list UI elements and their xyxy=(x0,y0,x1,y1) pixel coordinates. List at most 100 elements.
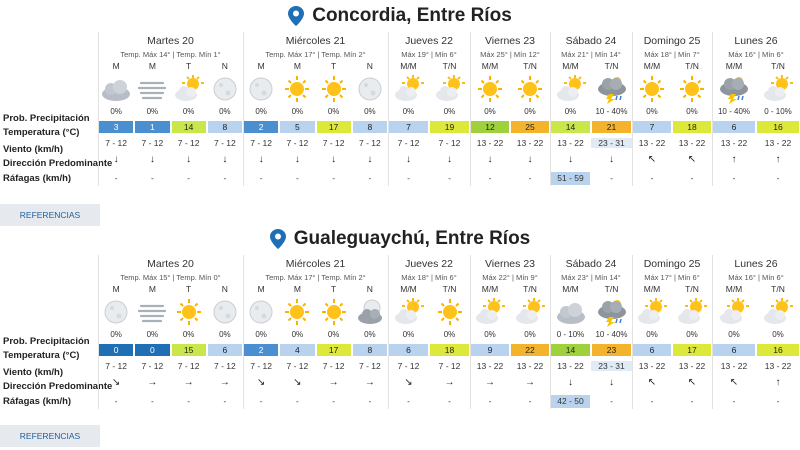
period-label: M xyxy=(148,284,156,294)
temperature-cell: 16 xyxy=(757,121,799,133)
wind-speed: 7 - 12 xyxy=(397,138,420,148)
period-label: M/M xyxy=(481,284,499,294)
day-separator xyxy=(243,32,244,186)
sun-cloud-icon xyxy=(392,74,426,104)
wind-direction-arrow-icon: ↓ xyxy=(367,154,373,165)
storm-icon xyxy=(717,74,751,104)
city-title: Gualeguaychú, Entre Ríos xyxy=(0,225,800,253)
moon-icon xyxy=(99,297,133,327)
wind-direction-arrow-icon: ↓ xyxy=(568,377,573,388)
sun-cloud-icon xyxy=(433,74,467,104)
wind-gust: - xyxy=(690,396,694,406)
sun-cloud-icon xyxy=(392,297,426,327)
wind-direction-arrow-icon: ↓ xyxy=(294,154,300,165)
precip-probability: 0% xyxy=(728,330,740,339)
period-label: T xyxy=(331,61,337,71)
wind-gust: - xyxy=(259,173,263,183)
references-button[interactable]: REFERENCIAS xyxy=(0,204,100,226)
temperature-cell: 14 xyxy=(551,344,590,356)
period-label: M xyxy=(257,284,265,294)
sun-icon xyxy=(473,74,507,104)
wind-speed: 13 - 22 xyxy=(638,138,666,148)
period-label: T/N xyxy=(523,61,537,71)
precip-probability: 0% xyxy=(219,107,231,116)
temperature-cell: 7 xyxy=(389,121,428,133)
fog-icon xyxy=(135,297,169,327)
sun-icon xyxy=(433,297,467,327)
period-label: N xyxy=(221,61,228,71)
precip-probability: 0% xyxy=(182,107,195,116)
wind-gust: - xyxy=(650,173,654,183)
wind-speed: 13 - 22 xyxy=(720,361,748,371)
precip-probability: 0% xyxy=(255,107,267,116)
gusts-row-label: Ráfagas (km/h) xyxy=(3,396,72,407)
wind-speed: 13 - 22 xyxy=(557,361,584,371)
wind-gust: - xyxy=(528,173,532,183)
wind-direction-arrow-icon: ↓ xyxy=(222,154,228,165)
wind-direction-arrow-icon: ↓ xyxy=(113,154,119,165)
wind-speed: 7 - 12 xyxy=(322,138,345,148)
period-label: M/M xyxy=(643,284,661,294)
wind-direction-arrow-icon: → xyxy=(219,377,230,388)
wind-gust: - xyxy=(114,396,118,406)
wind-gust: - xyxy=(223,396,227,406)
wind-speed: 23 - 31 xyxy=(591,138,632,148)
temperature-cell: 1 xyxy=(135,121,170,133)
wind-direction-arrow-icon: → xyxy=(485,377,495,388)
wind-gust: 51 - 59 xyxy=(551,172,590,185)
wind-direction-arrow-icon: ↘ xyxy=(111,377,121,388)
period-label: M xyxy=(112,61,120,71)
references-button[interactable]: REFERENCIAS xyxy=(0,425,100,447)
precip-probability: 0% xyxy=(484,107,496,116)
period-label: T/N xyxy=(442,61,457,71)
sun-icon xyxy=(675,74,709,104)
wind-direction-arrow-icon: → xyxy=(328,377,339,388)
temperature-cell: 8 xyxy=(352,344,387,356)
temperature-cell: 23 xyxy=(592,344,631,356)
precip-probability: 0% xyxy=(772,330,784,339)
day-temps: Máx 18° | Mín 6° xyxy=(401,273,457,282)
storm-icon xyxy=(595,297,629,327)
temperature-cell: 18 xyxy=(673,121,711,133)
location-pin-icon xyxy=(288,6,305,26)
precip-probability: 0% xyxy=(402,330,415,339)
wind-gust: - xyxy=(488,396,492,406)
precip-probability: 0% xyxy=(646,330,658,339)
precip-probability: 0% xyxy=(110,107,122,116)
wind-direction-arrow-icon: → xyxy=(183,377,194,388)
period-label: T xyxy=(331,284,337,294)
sun-icon xyxy=(317,297,351,327)
wind-direction-arrow-icon: ↑ xyxy=(775,154,781,165)
temperature-cell: 17 xyxy=(316,344,351,356)
wind-speed: 7 - 12 xyxy=(250,361,272,371)
period-label: T xyxy=(186,284,192,294)
wind-gust: - xyxy=(732,173,736,183)
sun-cloud-icon xyxy=(675,297,709,327)
period-label: M xyxy=(112,284,120,294)
moon-icon xyxy=(208,297,242,327)
day-temps: Temp. Máx 14° | Temp. Mín 1° xyxy=(120,50,221,59)
wind-speed: 23 - 31 xyxy=(591,361,632,371)
temperature-cell: 5 xyxy=(280,121,315,133)
wind-gust: - xyxy=(407,173,410,183)
temperature-cell: 6 xyxy=(389,344,428,356)
temperature-cell: 4 xyxy=(280,344,315,356)
wind-gust: 42 - 50 xyxy=(551,395,590,408)
day-temps: Máx 21° | Mín 14° xyxy=(561,50,621,59)
wind-gust: - xyxy=(259,396,263,406)
day-temps: Máx 23° | Mín 14° xyxy=(561,273,621,282)
temperature-cell: 0 xyxy=(135,344,170,356)
wind-direction-arrow-icon: ↖ xyxy=(729,377,739,388)
day-separator xyxy=(243,255,244,409)
wind-direction-arrow-icon: ↓ xyxy=(149,154,155,165)
cloudy-icon xyxy=(99,74,133,104)
precip-row-label: Prob. Precipitación xyxy=(3,113,90,124)
precip-probability: 0% xyxy=(219,330,231,339)
wind-direction-arrow-icon: ↓ xyxy=(609,154,614,165)
wind-direction-arrow-icon: ↘ xyxy=(404,377,413,388)
wind-direction-arrow-icon: ↓ xyxy=(258,154,264,165)
day-temps: Máx 17° | Mín 6° xyxy=(644,273,700,282)
period-label: M/M xyxy=(725,61,743,71)
precip-probability: 0% xyxy=(524,107,536,116)
temperature-cell: 15 xyxy=(171,344,206,356)
